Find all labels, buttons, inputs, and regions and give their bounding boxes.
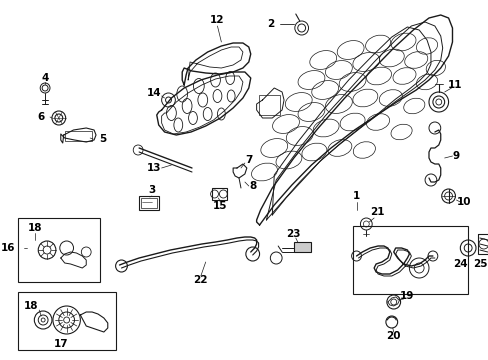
Text: 19: 19 (400, 291, 414, 301)
Bar (64, 131, 92, 141)
Text: 9: 9 (452, 151, 459, 161)
Text: 14: 14 (146, 88, 161, 98)
Bar (18, 292, 115, 350)
Text: 3: 3 (148, 185, 155, 195)
Text: 15: 15 (213, 201, 227, 211)
Text: 10: 10 (456, 197, 470, 207)
Bar (139, 196, 159, 210)
Bar (477, 234, 488, 254)
Bar (293, 242, 311, 252)
Text: 6: 6 (38, 112, 45, 122)
Text: 4: 4 (41, 73, 49, 83)
Text: 23: 23 (286, 229, 301, 239)
Text: 11: 11 (447, 80, 462, 90)
Text: 17: 17 (53, 339, 68, 349)
Bar (141, 198, 157, 208)
Text: 25: 25 (472, 259, 486, 269)
Text: 21: 21 (369, 207, 384, 217)
Bar (258, 95, 280, 115)
Text: 5: 5 (99, 134, 106, 144)
Text: 22: 22 (193, 275, 207, 285)
Bar (18, 218, 100, 282)
Bar (211, 188, 227, 200)
Bar (352, 226, 467, 294)
Text: 20: 20 (386, 331, 400, 341)
Text: 7: 7 (244, 155, 252, 165)
Text: 24: 24 (452, 259, 467, 269)
Text: 16: 16 (1, 243, 16, 253)
Text: 18: 18 (28, 223, 42, 233)
Text: 13: 13 (146, 163, 161, 173)
Text: 1: 1 (352, 191, 359, 201)
Text: 2: 2 (266, 19, 273, 29)
Text: 8: 8 (248, 181, 256, 191)
Text: 18: 18 (24, 301, 39, 311)
Text: 12: 12 (210, 15, 224, 25)
